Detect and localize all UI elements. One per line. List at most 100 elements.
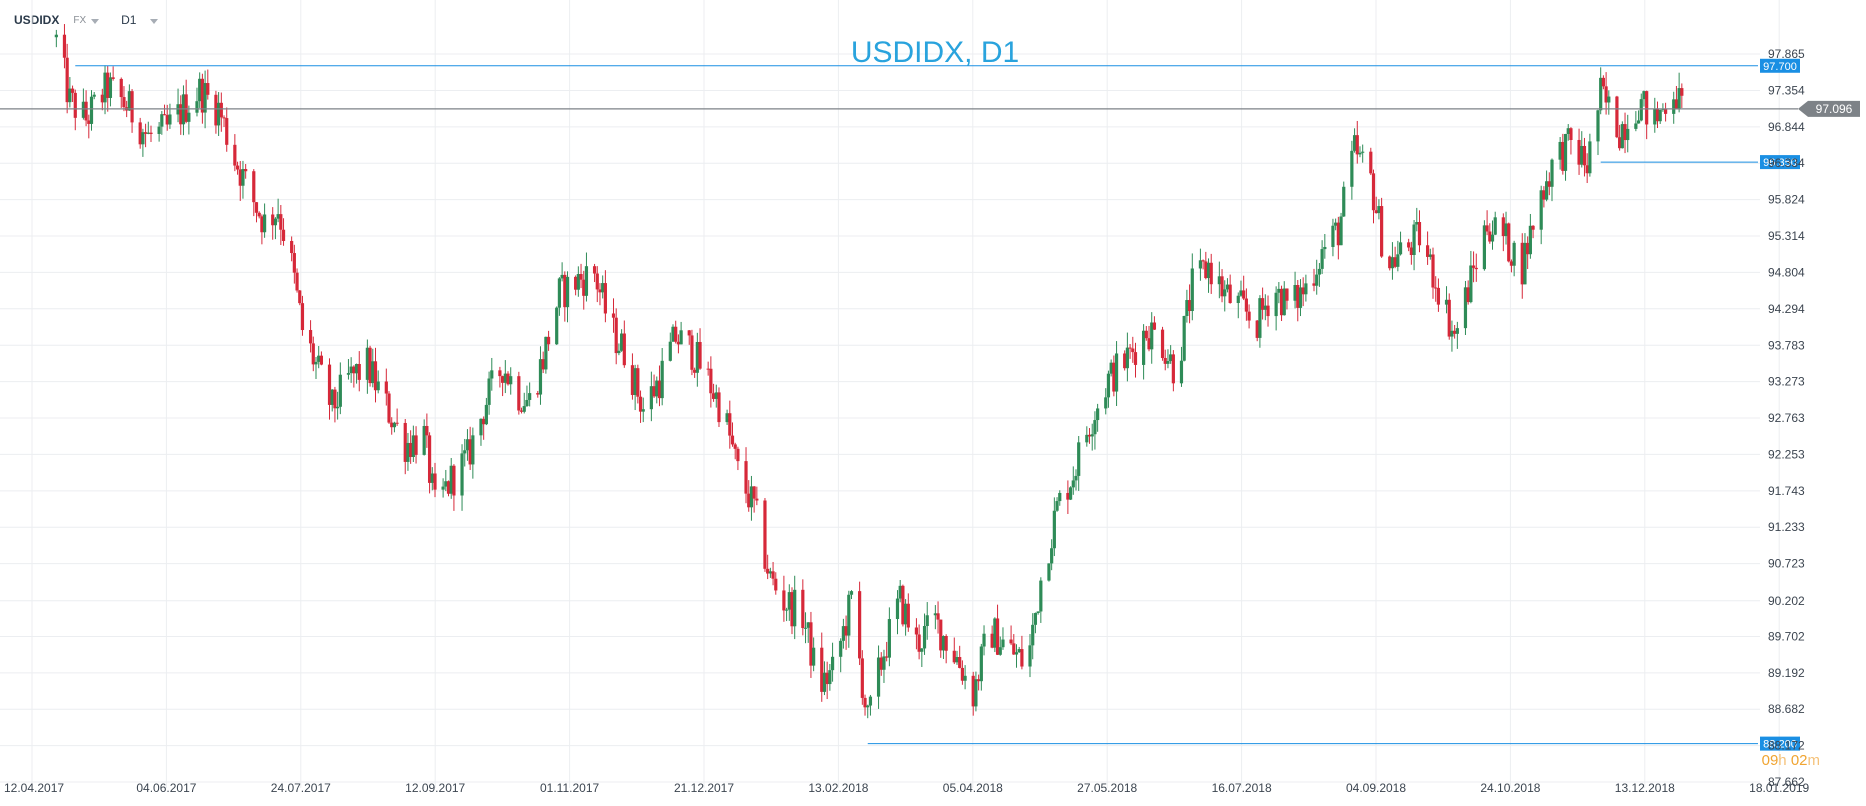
candle-down [281, 229, 286, 241]
candle-up [1014, 652, 1019, 655]
candle-up [1315, 274, 1319, 286]
candle-up [1626, 128, 1630, 141]
candle-down [952, 650, 956, 663]
candle-up [1550, 159, 1554, 187]
candle-up [68, 88, 72, 103]
candle-up [620, 333, 624, 351]
candle-up [806, 622, 810, 628]
candle-down [825, 672, 829, 685]
candle-up [979, 646, 983, 682]
candle-up [584, 266, 589, 296]
candle-down [1160, 329, 1165, 358]
candle-down [452, 465, 456, 496]
candle-up [1142, 330, 1146, 365]
candle-up [679, 330, 683, 345]
candle-down [238, 169, 242, 186]
candle-up [868, 696, 873, 706]
candle-up [1047, 563, 1051, 581]
candle-up [411, 435, 415, 457]
timeframe-selector[interactable]: D1 [121, 13, 137, 27]
y-tick-label: 93.783 [1768, 338, 1805, 352]
candle-down [1615, 96, 1619, 138]
candle-down [257, 212, 261, 217]
candle-up [993, 618, 997, 648]
candle-up [430, 473, 434, 483]
candle-up [974, 679, 978, 707]
candle-up [217, 102, 221, 126]
candle-down [1436, 287, 1441, 305]
countdown-minutes: 02 [1790, 752, 1808, 769]
candle-up [157, 126, 161, 134]
candle-down [676, 341, 681, 345]
candle-down [517, 376, 521, 411]
candle-down [736, 448, 740, 462]
candle-up [1304, 283, 1308, 295]
candle-down [574, 276, 578, 290]
candle-down [506, 373, 510, 385]
chevron-down-icon[interactable] [150, 18, 159, 24]
candle-down [138, 122, 142, 145]
candle-down [433, 473, 437, 490]
candle-down [427, 435, 432, 483]
candle-down [252, 171, 256, 203]
level-badge [1760, 155, 1800, 170]
candle-down [858, 591, 862, 659]
market-selector[interactable]: FX [73, 14, 87, 26]
y-tick-label: 88.682 [1768, 702, 1805, 716]
candle-down [244, 169, 248, 172]
candle-up [695, 341, 699, 373]
y-tick-label: 92.253 [1768, 447, 1805, 461]
chevron-down-icon[interactable] [91, 18, 100, 24]
candle-up [330, 389, 334, 405]
candle-up [1206, 262, 1211, 279]
candle-up [1223, 289, 1227, 297]
candle-down [901, 585, 905, 625]
candle-down [1447, 299, 1451, 337]
candle-down [1371, 173, 1376, 211]
candle-up [460, 453, 464, 496]
candle-down [1425, 245, 1430, 257]
candle-down [1012, 643, 1016, 655]
candle-down [1369, 151, 1373, 174]
candle-up [1599, 77, 1603, 111]
axes: 97.865 97.354 96.844 96.334 95.824 95.314 94.8… [4, 47, 1810, 795]
candle-up [1428, 254, 1432, 257]
candle-down [622, 333, 626, 366]
candle-down [582, 279, 586, 296]
candle-up [841, 626, 845, 641]
candle-up [1361, 151, 1365, 153]
candle-up [1469, 265, 1473, 303]
candle-down [1133, 352, 1138, 365]
candle-up [349, 366, 353, 374]
candle-down [809, 622, 813, 666]
candle-down [1453, 330, 1457, 334]
candle-up [1455, 328, 1459, 334]
y-tick-label: 89.702 [1768, 629, 1805, 643]
candle-down [603, 283, 607, 314]
candle-up [1396, 254, 1400, 267]
candle-down [100, 94, 104, 103]
candle-down [977, 679, 981, 682]
candle-up [376, 381, 380, 391]
candle-down [1431, 254, 1435, 288]
candle-up [187, 112, 191, 122]
candle-down [519, 410, 524, 412]
candle-up [276, 214, 280, 219]
candle-up [1545, 181, 1549, 200]
candle-up [812, 647, 816, 666]
candle-up [490, 370, 494, 379]
candle-up [1166, 361, 1170, 364]
candle-up [441, 486, 445, 490]
candle-down [149, 132, 153, 134]
candle-up [1342, 186, 1346, 217]
chart-toolbar: USDIDX FX D1 [14, 12, 159, 28]
candle-down [914, 627, 919, 635]
candle-down [706, 368, 710, 370]
candle-up [847, 594, 851, 636]
candle-down [233, 144, 237, 166]
candle-up [479, 418, 483, 436]
candle-down [936, 613, 940, 620]
candle-down [357, 363, 361, 380]
candle-down [744, 461, 748, 494]
